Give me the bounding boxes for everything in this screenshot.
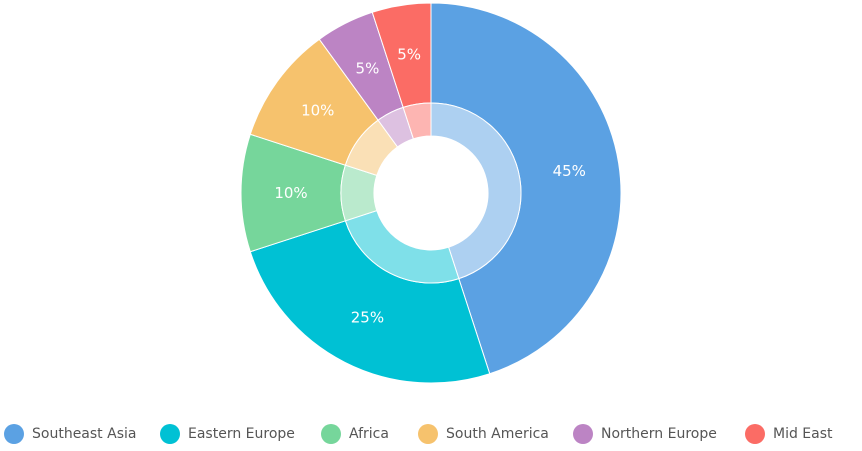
data-label-northern-europe: 5% xyxy=(356,59,380,77)
data-label-southeast-asia: 45% xyxy=(553,162,586,180)
legend-label-mid-east: Mid East xyxy=(773,426,833,442)
legend-swatch-southeast-asia xyxy=(4,424,24,444)
legend-label-south-america: South America xyxy=(446,426,549,442)
inner-slice-southeast-asia xyxy=(430,102,522,280)
inner-ring xyxy=(340,102,522,284)
legend-item-southeast-asia[interactable]: Southeast Asia xyxy=(4,424,136,444)
legend-item-mid-east[interactable]: Mid East xyxy=(745,424,833,444)
legend-swatch-mid-east xyxy=(745,424,765,444)
legend-item-northern-europe[interactable]: Northern Europe xyxy=(573,424,717,444)
legend-swatch-northern-europe xyxy=(573,424,593,444)
legend-label-africa: Africa xyxy=(349,426,389,442)
legend-label-northern-europe: Northern Europe xyxy=(601,426,717,442)
legend: Southeast Asia Eastern Europe Africa South … xyxy=(4,424,833,444)
slice-labels: 45% 25% 10% 10% 5% 5% xyxy=(274,46,586,327)
data-label-mid-east: 5% xyxy=(397,46,421,64)
legend-item-eastern-europe[interactable]: Eastern Europe xyxy=(160,424,295,444)
inner-slice-mid-east xyxy=(402,102,432,140)
data-label-south-america: 10% xyxy=(301,102,334,120)
legend-label-eastern-europe: Eastern Europe xyxy=(188,426,295,442)
outer-ring xyxy=(240,2,622,384)
legend-swatch-south-america xyxy=(418,424,438,444)
legend-swatch-africa xyxy=(321,424,341,444)
data-label-eastern-europe: 25% xyxy=(351,309,384,327)
legend-swatch-eastern-europe xyxy=(160,424,180,444)
legend-item-africa[interactable]: Africa xyxy=(321,424,389,444)
data-label-africa: 10% xyxy=(274,184,307,202)
legend-item-south-america[interactable]: South America xyxy=(418,424,549,444)
legend-label-southeast-asia: Southeast Asia xyxy=(32,426,136,442)
